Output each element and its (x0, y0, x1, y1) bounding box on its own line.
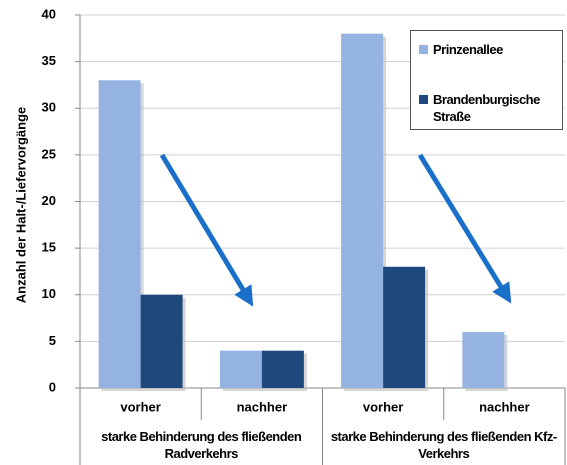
bar (261, 350, 304, 388)
bar (98, 80, 141, 389)
bar (383, 266, 426, 388)
y-axis-label: Anzahl der Halt-/Liefervorgänge (13, 107, 28, 303)
bar (462, 332, 505, 388)
y-tick-label: 30 (42, 100, 56, 115)
group-label: starke Behinderung des fließenden Radver… (101, 429, 302, 461)
y-tick-label: 25 (42, 146, 56, 161)
y-tick-label: 40 (42, 6, 56, 21)
x-tick-label: nachher (479, 399, 530, 414)
legend-swatch (419, 45, 428, 54)
y-tick-label: 10 (42, 286, 56, 301)
legend-label: Prinzenallee (433, 42, 503, 57)
y-tick-label: 5 (49, 333, 56, 348)
legend-item: Brandenburgische Straße (419, 91, 558, 125)
y-tick-label: 35 (42, 53, 56, 68)
arrow (417, 153, 512, 304)
bar (341, 33, 384, 389)
legend-swatch (419, 95, 428, 104)
legend: Prinzenallee Brandenburgische Straße (410, 30, 563, 130)
y-tick-label: 20 (42, 193, 56, 208)
x-tick-label: nachher (237, 399, 288, 414)
legend-item: Prinzenallee (419, 41, 558, 58)
x-tick-label: vorher (363, 399, 403, 414)
y-tick-label: 15 (42, 240, 56, 255)
legend-label: Brandenburgische Straße (433, 92, 540, 124)
group-label: starke Behinderung des fließenden Kfz-Ve… (330, 429, 557, 461)
arrow (159, 153, 254, 307)
x-tick-label: vorher (120, 399, 160, 414)
y-tick-label: 0 (49, 379, 56, 394)
bar (140, 294, 183, 388)
bar (219, 350, 262, 388)
